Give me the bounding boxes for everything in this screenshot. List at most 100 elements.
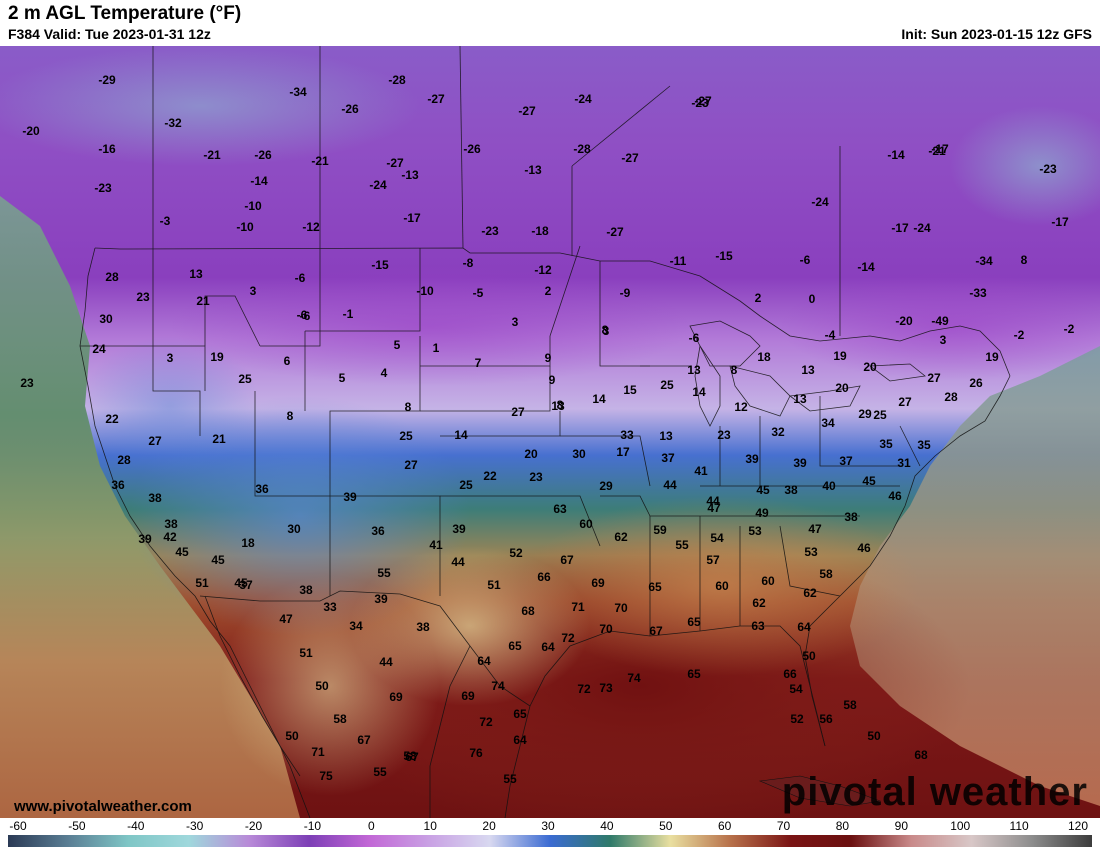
temperature-label: 24: [92, 342, 106, 356]
temperature-label: 30: [572, 447, 586, 461]
temperature-label: 62: [614, 530, 628, 544]
temperature-label: 46: [857, 541, 871, 555]
temperature-label: 20: [835, 381, 849, 395]
temperature-label: 30: [99, 312, 113, 326]
temperature-label: 34: [821, 416, 835, 430]
temperature-label: -29: [98, 73, 116, 87]
temperature-label: -15: [371, 258, 389, 272]
temperature-label: 38: [299, 583, 313, 597]
temperature-label: -9: [620, 286, 631, 300]
temperature-label: 38: [148, 491, 162, 505]
temperature-label: 76: [469, 746, 483, 760]
temperature-label: 49: [755, 506, 769, 520]
colorbar-tick: -60: [9, 819, 27, 833]
temperature-label: 68: [521, 604, 535, 618]
temperature-label: 56: [819, 712, 833, 726]
temperature-label: 27: [148, 434, 162, 448]
temperature-label: 45: [175, 545, 189, 559]
temperature-label: 47: [279, 612, 293, 626]
temperature-label: -28: [573, 142, 591, 156]
temperature-label: -34: [289, 85, 307, 99]
temperature-label: -27: [427, 92, 445, 106]
temperature-label: 65: [513, 707, 527, 721]
temperature-label: 5: [339, 371, 346, 385]
temperature-label: 23: [717, 428, 731, 442]
temperature-label: 37: [839, 454, 853, 468]
temperature-label: 25: [238, 372, 252, 386]
temperature-label: 3: [250, 284, 257, 298]
temperature-label: 34: [349, 619, 363, 633]
temperature-label: 13: [659, 429, 673, 443]
temperature-label: 71: [571, 600, 585, 614]
temperature-label: 52: [509, 546, 523, 560]
temperature-label: 19: [210, 350, 224, 364]
temperature-label: 28: [944, 390, 958, 404]
temperature-label: 8: [405, 400, 412, 414]
temperature-map[interactable]: -29 -32 -34 -28 -27 -24 -26 -27 -20 -16 -21 -26 -21-…: [0, 46, 1100, 818]
temperature-label: 32: [771, 425, 785, 439]
colorbar-tick: 60: [717, 819, 732, 833]
temperature-label: -28: [388, 73, 406, 87]
temperature-label: 25: [459, 478, 473, 492]
temperature-label: -11: [670, 254, 687, 268]
temperature-label: 50: [285, 729, 299, 743]
temperature-label: -26: [341, 102, 359, 116]
temperature-label: 17: [616, 445, 630, 459]
temperature-label: 26: [969, 376, 983, 390]
temperature-label: 19: [985, 350, 999, 364]
temperature-label: -32: [164, 116, 182, 130]
temperature-label: 39: [343, 490, 357, 504]
temperature-label: -34: [975, 254, 993, 268]
temperature-label: 67: [357, 733, 371, 747]
colorbar: -60 -50 -40 -30 -20 -10 0 10 20 30 40 50 60 70 80 90 100…: [0, 818, 1100, 850]
temperature-label: -16: [98, 142, 116, 156]
temperature-label: 72: [479, 715, 493, 729]
valid-time: F384 Valid: Tue 2023-01-31 12z: [8, 26, 211, 42]
colorbar-tick: 0: [367, 819, 375, 833]
temperature-label: 55: [373, 765, 387, 779]
watermark-url: www.pivotalweather.com: [14, 798, 192, 815]
temperature-label: 8: [557, 398, 564, 412]
temperature-label: 45: [211, 553, 225, 567]
temperature-label: -23: [691, 96, 709, 110]
temperature-label: 74: [627, 671, 641, 685]
temperature-label: 65: [687, 615, 701, 629]
temperature-label: 33: [620, 428, 634, 442]
temperature-label: 38: [844, 510, 858, 524]
temperature-label: 9: [549, 373, 556, 387]
temperature-label: 66: [537, 570, 551, 584]
temperature-label: 60: [761, 574, 775, 588]
temperature-label: 72: [561, 631, 575, 645]
temperature-label: 47: [707, 501, 721, 515]
temperature-label: -24: [811, 195, 829, 209]
temperature-label: -27: [694, 94, 712, 108]
temperature-label: 58: [843, 698, 857, 712]
temperature-label: 71: [311, 745, 325, 759]
temperature-label: 4: [381, 366, 388, 380]
temperature-label: 69: [389, 690, 403, 704]
temperature-label: 27: [404, 458, 418, 472]
colorbar-tick: 90: [894, 819, 909, 833]
temperature-label: 50: [802, 649, 816, 663]
temperature-label: 39: [745, 452, 759, 466]
temperature-label: -27: [621, 151, 639, 165]
temperature-label: -27: [606, 225, 624, 239]
temperature-label: 47: [808, 522, 822, 536]
temperature-label: -13: [401, 168, 419, 182]
temperature-label: -10: [416, 284, 434, 298]
temperature-label: 39: [793, 456, 807, 470]
temperature-label: 35: [917, 438, 931, 452]
colorbar-tick: 70: [776, 819, 791, 833]
temperature-label: 51: [195, 576, 209, 590]
temperature-label: 38: [164, 517, 178, 531]
temperature-label: -1: [343, 307, 354, 321]
temperature-label: 9: [545, 351, 552, 365]
colorbar-tick: 50: [659, 819, 673, 833]
temperature-label: 50: [867, 729, 881, 743]
temperature-label: 58: [333, 712, 347, 726]
temperature-label: 60: [715, 579, 729, 593]
colorbar-tick: -30: [185, 819, 204, 833]
temperature-label: -2: [1064, 322, 1075, 336]
temperature-label: 70: [599, 622, 613, 636]
temperature-label: 44: [706, 494, 720, 508]
